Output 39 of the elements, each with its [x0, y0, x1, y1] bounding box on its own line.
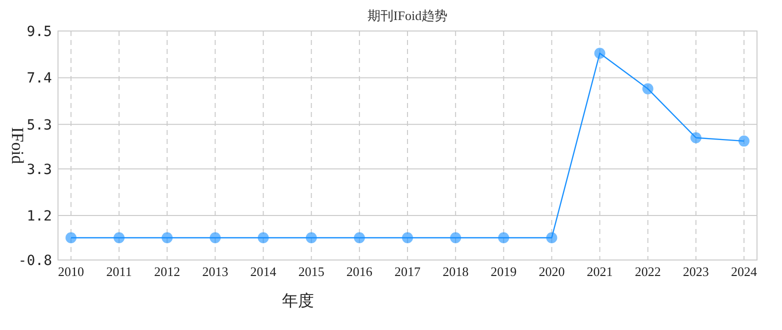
- y-tick-label: 7.4: [26, 70, 52, 87]
- point: [546, 232, 558, 244]
- x-tick-label: 2017: [394, 264, 421, 279]
- point: [642, 83, 654, 94]
- x-tick-label: 2012: [154, 264, 180, 279]
- x-tick-label: 2014: [250, 264, 277, 279]
- point: [450, 232, 462, 244]
- point: [690, 132, 702, 144]
- y-tick-label: -0.8: [18, 253, 52, 269]
- point: [258, 232, 269, 244]
- x-tick-label: 2023: [682, 264, 709, 279]
- y-tick-label: 3.3: [26, 162, 52, 178]
- y-tick-label: 5.3: [26, 117, 52, 134]
- point: [210, 232, 221, 244]
- y-axis-title: IFoid: [8, 127, 27, 164]
- x-tick-label: 2019: [490, 264, 517, 279]
- chart-title: 期刊IFoid趋势: [367, 8, 448, 23]
- point: [162, 232, 173, 244]
- x-tick-label: 2013: [202, 264, 228, 279]
- y-tick-label: 9.5: [26, 24, 52, 40]
- x-tick-label: 2020: [538, 264, 565, 279]
- point: [66, 232, 76, 244]
- x-axis-title: 年度: [282, 292, 314, 310]
- x-tick-label: 2022: [634, 264, 661, 279]
- point: [594, 48, 606, 59]
- y-tick-label: 1.2: [26, 208, 52, 225]
- x-tick-label: 2018: [442, 264, 469, 279]
- x-tick-label: 2010: [58, 264, 84, 279]
- point: [498, 232, 510, 244]
- x-tick-label: 2021: [586, 264, 613, 279]
- point: [738, 136, 750, 147]
- x-tick-label: 2016: [346, 264, 373, 279]
- x-tick-label: 2015: [298, 264, 324, 279]
- x-tick-label: 2011: [106, 264, 132, 279]
- point: [354, 232, 365, 244]
- point: [114, 232, 125, 244]
- x-tick-label: 2024: [731, 264, 758, 279]
- point: [402, 232, 413, 244]
- point: [306, 232, 317, 244]
